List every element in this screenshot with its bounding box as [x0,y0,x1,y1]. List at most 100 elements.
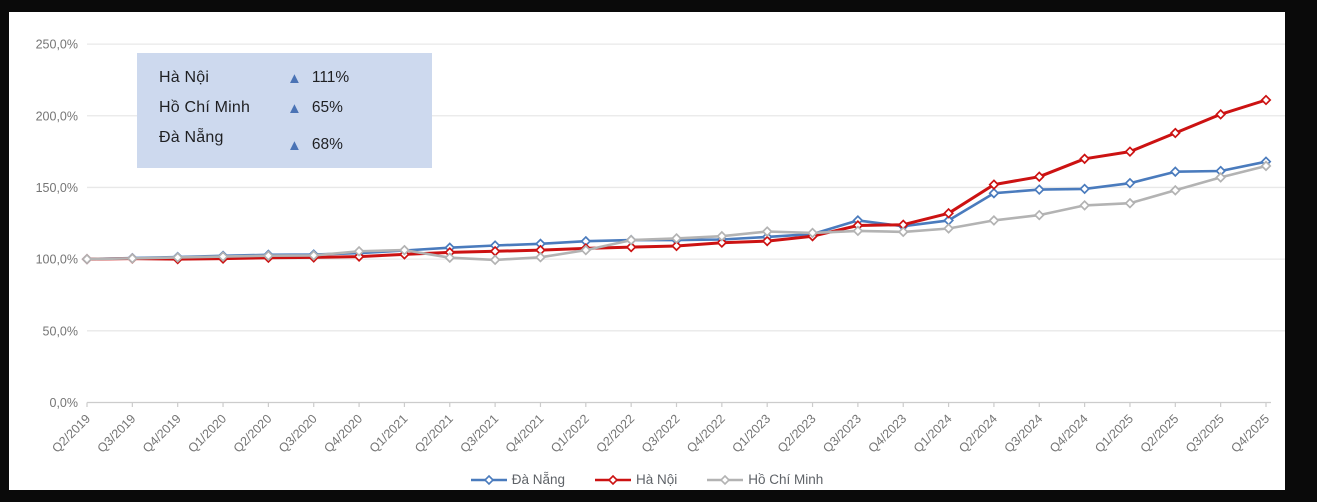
data-point-marker[interactable] [81,253,93,265]
data-point-marker[interactable] [1215,108,1227,120]
data-point-marker[interactable] [1169,184,1181,196]
legend-label: Đà Nẵng [511,472,565,487]
x-axis-label: Q1/2020 [185,412,229,456]
data-point-marker[interactable] [988,215,1000,226]
data-point-marker[interactable] [671,240,682,252]
data-point-marker[interactable] [399,244,410,256]
x-axis-label: Q2/2025 [1138,412,1182,456]
line-chart[interactable]: 0,0% 50,0% 100,0% 150,0% 200,0% 250,0% Q2/2019… [9,12,1285,490]
data-point-marker[interactable] [897,226,909,238]
chart-legend: Đà Nẵng Hà Nội Hồ Chí Minh [9,472,1285,487]
data-point-marker[interactable] [761,226,773,237]
data-point-marker[interactable] [943,207,954,219]
x-axis-label: Q4/2021 [503,412,547,456]
x-axis-label: Q2/2024 [956,412,1000,456]
summary-row: Đà Nẵng ▲ 68% [159,123,432,153]
summary-row: Hồ Chí Minh ▲ 65% [159,93,432,123]
x-axis-label: Q3/2022 [639,412,683,456]
change-value: 68% [311,136,343,153]
up-triangle-icon: ▲ [287,136,302,154]
y-axis-label: 150,0% [36,181,78,195]
data-point-marker[interactable] [1079,199,1091,211]
y-axis-label: 200,0% [36,109,78,123]
legend-swatch-icon [470,474,507,485]
x-axis-label: Q3/2019 [95,412,139,456]
x-axis-label: Q3/2023 [820,412,864,456]
data-point-marker[interactable] [1033,171,1045,183]
data-point-marker[interactable] [217,251,229,262]
x-axis-label: Q1/2021 [367,412,411,456]
data-point-marker[interactable] [172,252,184,263]
x-axis-label: Q4/2023 [866,412,910,456]
data-point-marker[interactable] [1215,172,1227,183]
x-axis-label: Q2/2022 [593,412,637,456]
x-axis-label: Q1/2022 [548,412,592,456]
x-axis-label: Q4/2020 [321,412,365,456]
x-axis-label: Q1/2024 [911,412,955,456]
data-point-marker[interactable] [126,253,138,264]
data-point-marker[interactable] [489,245,501,257]
legend-item[interactable]: Đà Nẵng [470,472,565,487]
x-axis-label: Q3/2024 [1002,412,1046,456]
data-point-marker[interactable] [943,223,954,234]
city-label: Đà Nẵng [159,129,224,146]
chart-canvas: 0,0% 50,0% 100,0% 150,0% 200,0% 250,0% Q2/2019… [9,12,1285,490]
x-axis-label: Q3/2025 [1183,412,1227,456]
x-axis-label: Q3/2020 [276,412,320,456]
y-axis-label: 0,0% [50,396,79,410]
data-point-marker[interactable] [852,225,864,237]
data-point-marker[interactable] [1260,160,1272,172]
data-point-marker[interactable] [262,250,274,262]
data-point-marker[interactable] [716,237,728,249]
data-point-marker[interactable] [625,234,637,246]
data-point-marker[interactable] [1124,177,1136,189]
data-point-marker[interactable] [716,230,728,242]
data-point-marker[interactable] [625,241,637,253]
data-point-marker[interactable] [988,187,1000,199]
data-point-marker[interactable] [761,235,773,247]
data-point-marker[interactable] [489,254,501,266]
x-axis-label: Q2/2019 [49,412,93,456]
up-triangle-icon: ▲ [287,99,302,117]
data-point-marker[interactable] [308,250,320,261]
x-axis-label: Q1/2025 [1092,412,1136,456]
legend-item[interactable]: Hà Nội [595,472,677,487]
x-axis-label: Q2/2020 [231,412,275,456]
data-point-marker[interactable] [1033,184,1045,196]
city-label: Hà Nội [159,69,210,86]
data-point-marker[interactable] [1169,166,1181,178]
data-point-marker[interactable] [1079,153,1091,165]
data-point-marker[interactable] [1124,197,1136,209]
data-point-marker[interactable] [1124,146,1136,158]
up-triangle-icon: ▲ [287,69,302,87]
data-point-marker[interactable] [671,232,682,244]
summary-legend-box[interactable]: Hà Nội ▲ 111% Hồ Chí Minh ▲ 65% Đà Nẵng ▲ 68% [137,53,432,168]
x-axis-label: Q4/2019 [140,412,184,456]
legend-item[interactable]: Hồ Chí Minh [707,472,823,487]
data-point-marker[interactable] [988,179,1000,190]
x-axis-label: Q1/2023 [729,412,773,456]
data-point-marker[interactable] [353,245,365,257]
x-axis-label: Q4/2024 [1047,412,1091,456]
x-axis-label: Q2/2021 [412,412,456,456]
data-point-marker[interactable] [444,252,456,264]
y-axis-label: 100,0% [36,253,78,267]
data-point-marker[interactable] [580,244,592,256]
x-axis-label: Q3/2021 [457,412,501,456]
data-point-marker[interactable] [1079,183,1091,195]
data-point-marker[interactable] [535,251,546,263]
data-point-marker[interactable] [1260,94,1272,106]
data-point-marker[interactable] [807,227,818,239]
legend-label: Hồ Chí Minh [748,472,824,487]
summary-row: Hà Nội ▲ 111% [159,63,432,93]
change-value: 111% [311,69,350,86]
legend-swatch-icon [595,474,631,485]
x-axis-label: Q4/2022 [684,412,728,456]
city-label: Hồ Chí Minh [159,99,251,116]
data-point-marker[interactable] [1169,127,1181,139]
legend-label: Hà Nội [636,472,678,487]
change-value: 65% [311,99,343,116]
data-point-marker[interactable] [1033,209,1045,221]
x-axis-label: Q4/2025 [1228,412,1272,456]
